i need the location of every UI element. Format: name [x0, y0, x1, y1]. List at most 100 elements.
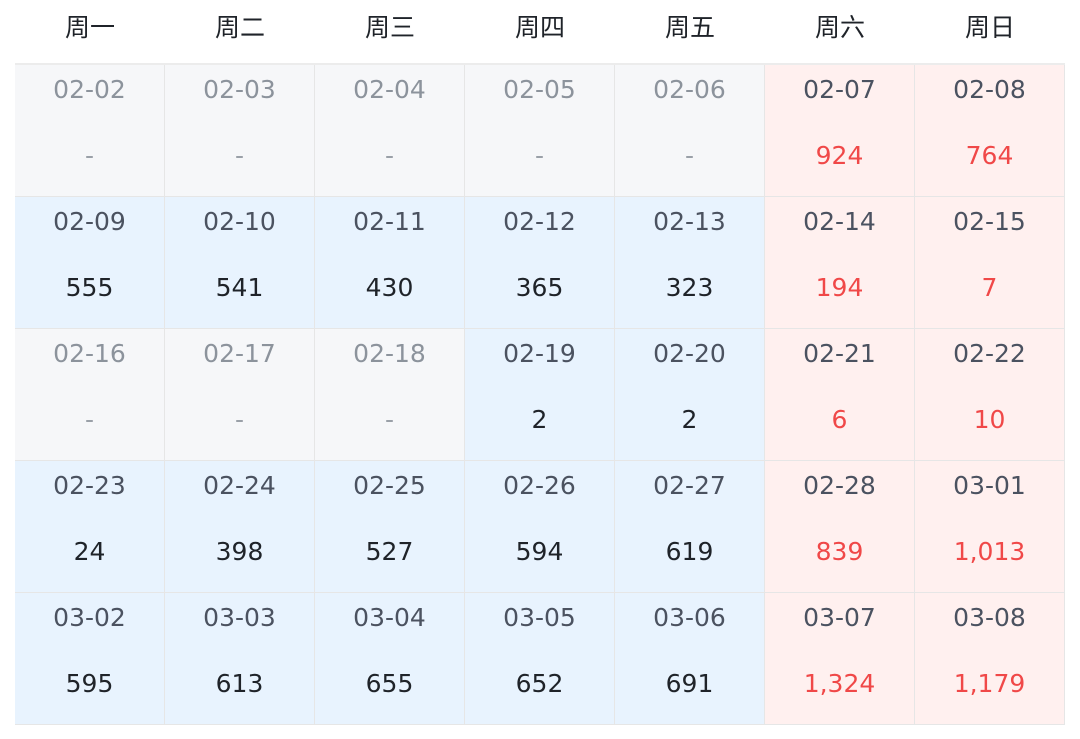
day-value: 10	[973, 405, 1006, 434]
day-date: 02-25	[353, 471, 426, 500]
calendar-day-cell[interactable]: 02-04 -	[315, 65, 465, 197]
calendar-day-cell[interactable]: 02-11 430	[315, 197, 465, 329]
day-value: -	[84, 405, 95, 434]
day-value: -	[384, 141, 395, 170]
day-value: 924	[815, 141, 864, 170]
calendar-day-cell[interactable]: 02-03 -	[165, 65, 315, 197]
day-value: -	[234, 141, 245, 170]
day-date: 02-18	[353, 339, 426, 368]
calendar-day-cell[interactable]: 02-28 839	[765, 461, 915, 593]
day-date: 02-07	[803, 75, 876, 104]
day-date: 03-06	[653, 603, 726, 632]
calendar-day-cell[interactable]: 02-02 -	[15, 65, 165, 197]
calendar-day-cell[interactable]: 03-07 1,324	[765, 593, 915, 725]
weekday-tue: 周二	[214, 13, 265, 42]
day-value: -	[234, 405, 245, 434]
calendar-day-cell[interactable]: 02-22 10	[915, 329, 1065, 461]
calendar-day-cell[interactable]: 03-03 613	[165, 593, 315, 725]
calendar-day-cell[interactable]: 02-08 764	[915, 65, 1065, 197]
day-date: 02-13	[653, 207, 726, 236]
day-date: 02-05	[503, 75, 576, 104]
day-value: 764	[965, 141, 1014, 170]
day-value: 613	[215, 669, 264, 698]
calendar-day-cell[interactable]: 02-15 7	[915, 197, 1065, 329]
day-date: 02-14	[803, 207, 876, 236]
calendar-day-cell[interactable]: 02-21 6	[765, 329, 915, 461]
day-date: 02-21	[803, 339, 876, 368]
day-date: 03-05	[503, 603, 576, 632]
day-value: 430	[365, 273, 414, 302]
day-value: 1,324	[803, 669, 876, 698]
calendar-day-cell[interactable]: 02-05 -	[465, 65, 615, 197]
day-date: 02-26	[503, 471, 576, 500]
calendar-day-cell[interactable]: 03-02 595	[15, 593, 165, 725]
day-value: 194	[815, 273, 864, 302]
day-value: 2	[681, 405, 698, 434]
day-date: 02-03	[203, 75, 276, 104]
calendar-day-cell[interactable]: 02-19 2	[465, 329, 615, 461]
calendar-day-cell[interactable]: 02-06 -	[615, 65, 765, 197]
day-date: 03-02	[53, 603, 126, 632]
day-value: -	[384, 405, 395, 434]
day-date: 03-07	[803, 603, 876, 632]
calendar-day-cell[interactable]: 02-10 541	[165, 197, 315, 329]
day-value: 365	[515, 273, 564, 302]
calendar-day-cell[interactable]: 02-14 194	[765, 197, 915, 329]
day-date: 03-03	[203, 603, 276, 632]
calendar-day-cell[interactable]: 02-09 555	[15, 197, 165, 329]
day-value: 595	[65, 669, 114, 698]
day-date: 02-17	[203, 339, 276, 368]
day-value: 691	[665, 669, 714, 698]
day-value: 7	[981, 273, 998, 302]
calendar-day-cell[interactable]: 02-26 594	[465, 461, 615, 593]
calendar-day-cell[interactable]: 03-01 1,013	[915, 461, 1065, 593]
day-date: 02-10	[203, 207, 276, 236]
day-value: 527	[365, 537, 414, 566]
day-value: 555	[65, 273, 114, 302]
calendar-day-cell[interactable]: 02-20 2	[615, 329, 765, 461]
day-date: 03-01	[953, 471, 1026, 500]
weekday-sat: 周六	[814, 13, 865, 42]
day-value: -	[84, 141, 95, 170]
calendar-day-cell[interactable]: 02-12 365	[465, 197, 615, 329]
day-value: 652	[515, 669, 564, 698]
calendar-day-cell[interactable]: 03-04 655	[315, 593, 465, 725]
day-value: 839	[815, 537, 864, 566]
day-value: 541	[215, 273, 264, 302]
day-value: -	[534, 141, 545, 170]
calendar-day-cell[interactable]: 02-23 24	[15, 461, 165, 593]
weekday-mon: 周一	[64, 13, 115, 42]
day-value: 1,179	[953, 669, 1026, 698]
day-date: 02-09	[53, 207, 126, 236]
day-date: 02-12	[503, 207, 576, 236]
calendar-day-cell[interactable]: 02-27 619	[615, 461, 765, 593]
day-date: 02-22	[953, 339, 1026, 368]
calendar-day-cell[interactable]: 03-06 691	[615, 593, 765, 725]
day-value: 619	[665, 537, 714, 566]
calendar-day-cell[interactable]: 02-07 924	[765, 65, 915, 197]
day-date: 02-15	[953, 207, 1026, 236]
day-date: 02-04	[353, 75, 426, 104]
calendar-day-cell[interactable]: 03-08 1,179	[915, 593, 1065, 725]
day-date: 02-27	[653, 471, 726, 500]
weekday-thu: 周四	[514, 13, 565, 42]
calendar-day-cell[interactable]: 02-24 398	[165, 461, 315, 593]
calendar-day-cell[interactable]: 03-05 652	[465, 593, 615, 725]
calendar-day-cell[interactable]: 02-25 527	[315, 461, 465, 593]
day-value: 323	[665, 273, 714, 302]
day-value: 398	[215, 537, 264, 566]
calendar-day-cell[interactable]: 02-17 -	[165, 329, 315, 461]
weekday-header: 周一 周二 周三 周四 周五 周六 周日	[15, 0, 1065, 62]
calendar-day-cell[interactable]: 02-16 -	[15, 329, 165, 461]
day-value: 1,013	[953, 537, 1026, 566]
calendar-day-cell[interactable]: 02-13 323	[615, 197, 765, 329]
day-value: 655	[365, 669, 414, 698]
day-date: 02-24	[203, 471, 276, 500]
day-date: 02-11	[353, 207, 426, 236]
day-value: 594	[515, 537, 564, 566]
weekday-wed: 周三	[364, 13, 415, 42]
weekday-sun: 周日	[964, 13, 1015, 42]
calendar-day-cell[interactable]: 02-18 -	[315, 329, 465, 461]
day-date: 02-20	[653, 339, 726, 368]
day-value: 2	[531, 405, 548, 434]
